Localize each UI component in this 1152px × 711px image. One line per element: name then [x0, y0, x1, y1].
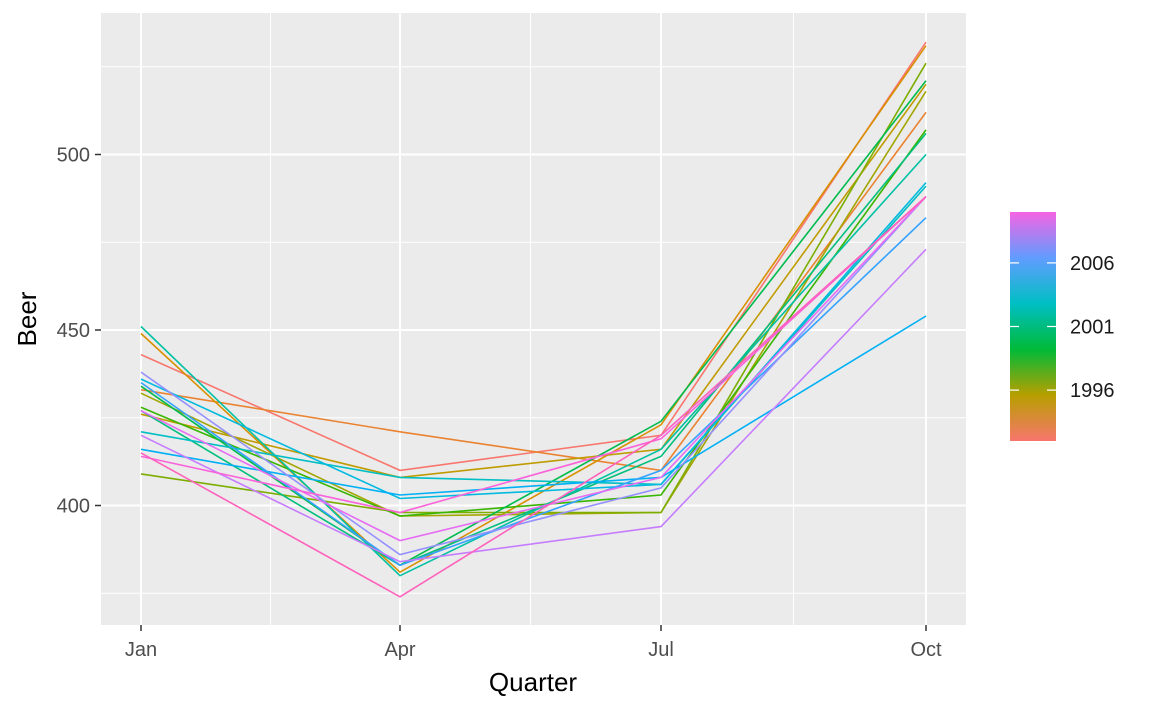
series-line-1993 [140, 111, 927, 472]
x-tick-label: Oct [910, 639, 942, 661]
series-line-1995 [140, 83, 927, 479]
major-gridlines [101, 13, 966, 625]
legend-label: 1996 [1070, 380, 1115, 402]
series-line-2008 [140, 196, 927, 542]
y-tick-label: 400 [57, 496, 90, 518]
y-tick-label: 500 [57, 145, 90, 167]
x-axis: Jan Apr Jul Oct [125, 625, 942, 661]
minor-gridlines [101, 13, 966, 625]
series-line-2007 [140, 248, 927, 563]
series-line-1998 [140, 129, 927, 517]
y-axis-title: Beer [12, 291, 42, 346]
series-line-2002 [140, 185, 927, 486]
series-line-2009 [140, 196, 927, 514]
series-line-2006 [140, 196, 927, 556]
series-line-2001 [140, 153, 927, 577]
series-line-2003 [140, 182, 927, 500]
x-axis-title: Quarter [489, 667, 577, 697]
plot-panel [101, 13, 966, 625]
y-axis: 400 450 500 [57, 145, 101, 518]
series-line-2000 [140, 132, 927, 567]
series-line-2005 [140, 217, 927, 567]
x-tick-label: Apr [384, 639, 415, 661]
series-line-1994 [140, 45, 927, 574]
x-tick-label: Jan [125, 639, 157, 661]
x-tick-label: Jul [648, 639, 674, 661]
series-line-2004 [140, 315, 927, 496]
legend-label: 2006 [1070, 253, 1115, 275]
legend-label: 2001 [1070, 317, 1115, 339]
series-line-1992 [140, 41, 927, 472]
series-line-2010 [140, 196, 927, 598]
y-tick-label: 450 [57, 320, 90, 342]
year-colorbar-legend: 1996 2001 2006 [1010, 212, 1115, 441]
series-lines [140, 41, 927, 598]
